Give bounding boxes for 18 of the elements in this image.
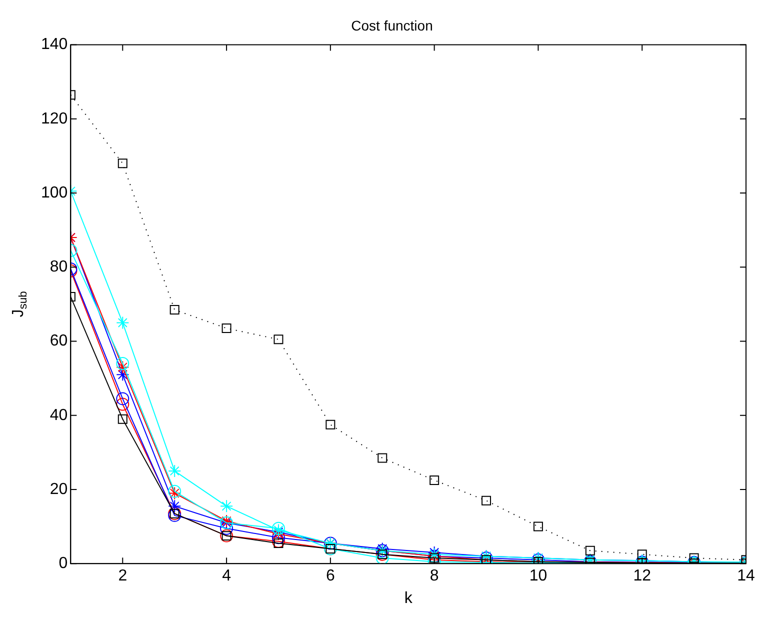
x-tick-label: 8 <box>430 568 439 585</box>
y-tick-label: 100 <box>40 184 68 202</box>
y-axis-title: Jsub <box>10 291 30 318</box>
y-tick-label: 80 <box>50 258 68 276</box>
y-tick-label: 0 <box>58 555 68 572</box>
x-tick-label: 14 <box>737 568 755 585</box>
x-tick-label: 12 <box>633 568 652 585</box>
y-tick-label: 20 <box>50 480 68 498</box>
y-tick-label: 140 <box>40 36 68 54</box>
y-tick-label: 40 <box>50 406 68 424</box>
y-tick-label: 120 <box>40 110 68 128</box>
y-tick-label: 60 <box>50 332 68 350</box>
chart-title: Cost function <box>351 17 433 34</box>
x-tick-label: 4 <box>222 568 232 585</box>
x-tick-label: 10 <box>529 568 548 585</box>
x-tick-label: 2 <box>118 568 128 585</box>
x-tick-label: 6 <box>326 568 335 585</box>
x-axis-title: k <box>404 590 414 607</box>
